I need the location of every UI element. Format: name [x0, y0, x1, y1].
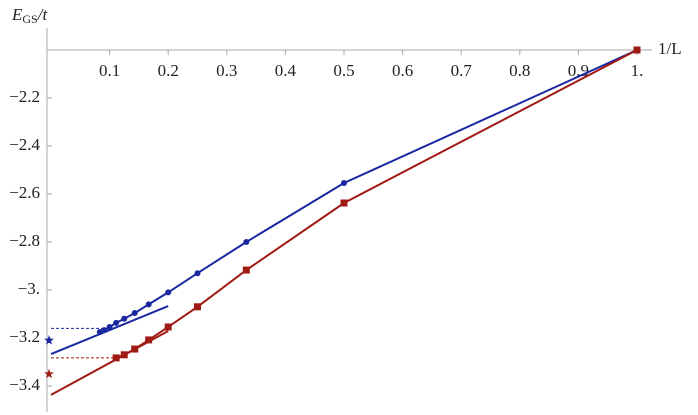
- point: [194, 303, 201, 311]
- y-label-main: E: [11, 5, 23, 24]
- point: [112, 354, 120, 362]
- point: [131, 345, 139, 353]
- point: [243, 239, 250, 245]
- x-tick-label: 0.4: [275, 61, 297, 80]
- point: [96, 329, 103, 335]
- x-tick-label: 1.: [631, 61, 644, 80]
- fit-line: [50, 305, 169, 356]
- x-tick-label: 0.7: [451, 61, 473, 80]
- point: [194, 270, 201, 277]
- point: [106, 323, 113, 330]
- data-line: [115, 49, 638, 359]
- point: [165, 289, 172, 296]
- x-tick-label: 0.2: [158, 61, 179, 80]
- point: [164, 323, 172, 331]
- x-tick-label: 0.5: [333, 61, 354, 80]
- point: [242, 266, 250, 274]
- point: [121, 315, 128, 322]
- y-label-sub: GS: [22, 12, 37, 26]
- x-axis-label: 1/L: [658, 39, 682, 58]
- point: [131, 310, 138, 317]
- point: [145, 301, 152, 308]
- x-tick-label: 0.1: [99, 61, 120, 80]
- y-label-rest: /t: [37, 5, 49, 24]
- x-tick-label: 0.3: [216, 61, 237, 80]
- y-tick-label: −2.6: [9, 183, 40, 202]
- y-axis-label: EGS/t: [11, 5, 48, 26]
- extrapolated-star: [44, 368, 54, 379]
- y-tick-label: −2.2: [9, 87, 40, 106]
- y-tick-label: −3.: [18, 279, 40, 298]
- x-tick-label: 0.6: [392, 61, 413, 80]
- x-tick-label: 0.8: [509, 61, 530, 80]
- point: [145, 336, 153, 344]
- point: [113, 319, 120, 326]
- point: [341, 179, 347, 186]
- point: [120, 351, 128, 359]
- point: [340, 199, 348, 207]
- y-tick-label: −2.8: [9, 231, 40, 250]
- point: [633, 46, 641, 54]
- y-tick-label: −3.4: [9, 375, 40, 394]
- y-tick-label: −2.4: [9, 135, 40, 154]
- y-tick-label: −3.2: [9, 327, 40, 346]
- extrapolated-star: [44, 335, 54, 345]
